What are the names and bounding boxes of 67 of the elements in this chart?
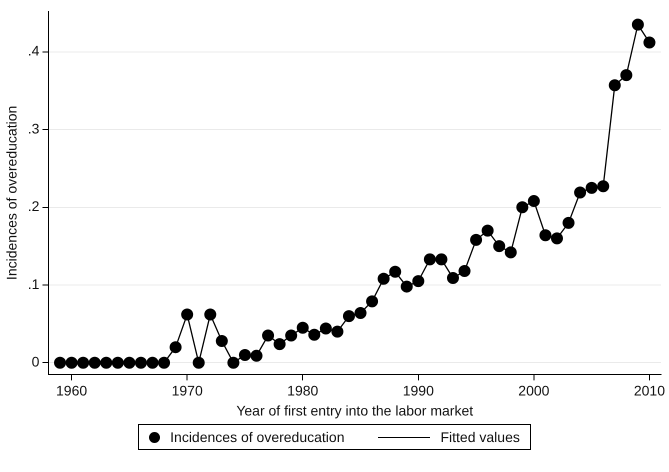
- point: [482, 224, 494, 237]
- point: [643, 36, 656, 48]
- point: [308, 328, 320, 341]
- point: [366, 295, 378, 308]
- y-tick-label: .4: [28, 42, 40, 59]
- point: [77, 356, 90, 369]
- y-axis-title: Incidences of overeducation: [3, 106, 20, 280]
- x-tick-label: 1980: [287, 382, 319, 399]
- point: [574, 186, 586, 199]
- point: [216, 334, 228, 347]
- point: [516, 201, 528, 214]
- point: [285, 330, 298, 342]
- y-tick-label: .2: [28, 198, 40, 214]
- point: [539, 229, 552, 242]
- y-tick-label: .1: [28, 276, 40, 292]
- point: [181, 308, 194, 321]
- point: [238, 348, 251, 361]
- point: [274, 338, 286, 350]
- point: [550, 232, 563, 244]
- point: [342, 310, 355, 322]
- y-tick-label: 0: [32, 354, 40, 370]
- point: [123, 356, 136, 369]
- point: [597, 180, 610, 192]
- y-tick-label: .3: [28, 120, 40, 136]
- legend-label: Incidences of overeducation: [170, 429, 344, 445]
- point: [112, 356, 124, 369]
- point: [227, 356, 240, 369]
- point: [435, 253, 448, 266]
- x-tick-label: 1960: [56, 382, 88, 399]
- x-axis-title: Year of first entry into the labor market: [236, 402, 474, 418]
- point: [586, 182, 598, 194]
- point: [170, 341, 182, 354]
- point: [192, 356, 205, 369]
- point: [620, 69, 632, 82]
- point: [504, 246, 517, 258]
- point: [424, 253, 436, 266]
- point: [296, 322, 309, 334]
- point: [562, 216, 575, 229]
- point: [158, 356, 170, 369]
- point: [458, 265, 471, 278]
- point: [470, 234, 482, 246]
- point: [134, 356, 147, 369]
- point: [400, 280, 413, 293]
- point: [446, 272, 459, 284]
- point: [354, 306, 367, 319]
- point: [66, 356, 78, 369]
- legend-label: Fitted values: [440, 429, 520, 445]
- point: [146, 356, 158, 369]
- point: [389, 266, 402, 278]
- point: [262, 330, 274, 342]
- x-tick-label: 2000: [518, 382, 550, 399]
- point: [528, 195, 540, 208]
- point: [100, 356, 112, 369]
- point: [88, 356, 101, 369]
- point: [378, 272, 390, 285]
- x-tick-label: 1970: [172, 382, 203, 399]
- point: [412, 275, 424, 288]
- point: [204, 308, 216, 321]
- x-tick-label: 1990: [402, 382, 434, 399]
- point: [250, 350, 263, 362]
- point: [331, 326, 344, 338]
- point: [493, 240, 506, 252]
- x-tick-label: 2010: [634, 382, 666, 399]
- point: [54, 356, 66, 369]
- point: [632, 18, 644, 31]
- point: [608, 79, 621, 92]
- point: [320, 322, 332, 335]
